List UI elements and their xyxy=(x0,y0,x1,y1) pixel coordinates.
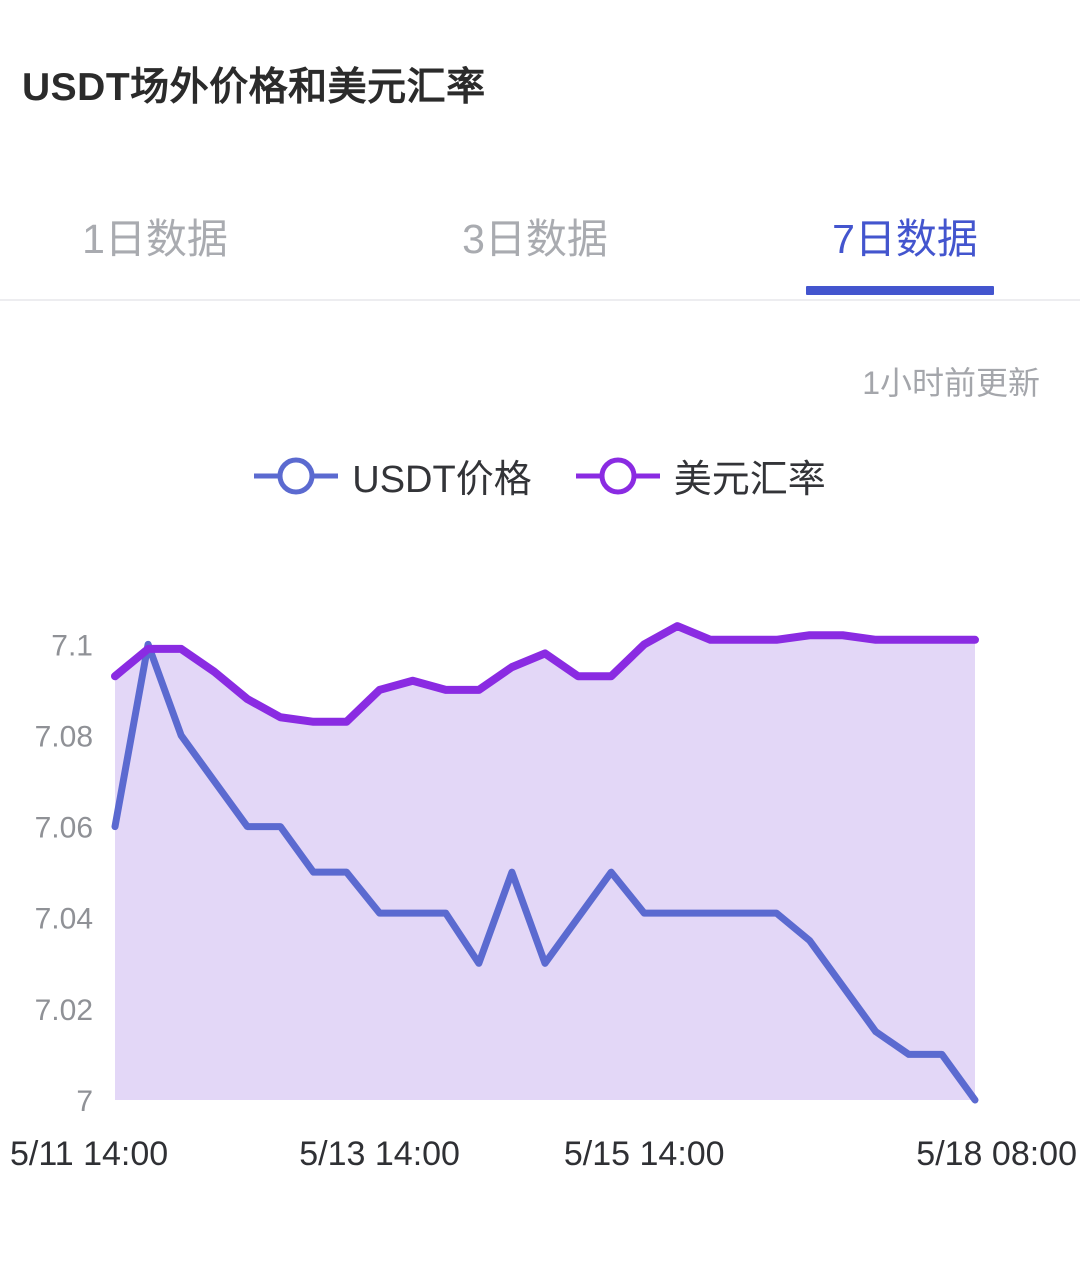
y-axis-tick-label: 7.08 xyxy=(35,720,93,753)
legend-item-fx-rate[interactable]: 美元汇率 xyxy=(575,448,826,503)
chart-series-line-usdt-price xyxy=(111,640,979,1104)
x-axis-tick-label: 5/18 08:00 xyxy=(916,1135,1077,1173)
y-axis-tick-label: 7.1 xyxy=(51,629,93,662)
tab-3-day[interactable]: 3日数据 xyxy=(400,180,670,290)
price-line-chart: 7.1 7.08 7.06 7.04 7.02 7 5/11 14:00 5/13 14:0… xyxy=(10,622,1077,1173)
y-axis-tick-label: 7.04 xyxy=(35,903,93,936)
tab-7-day-label: 7日数据 xyxy=(832,216,978,262)
tab-bar: 1日数据 3日数据 7日数据 xyxy=(0,180,1080,300)
legend-marker-circle-icon xyxy=(575,457,660,494)
tab-1-day[interactable]: 1日数据 xyxy=(20,180,290,290)
tab-7-day[interactable]: 7日数据 xyxy=(770,180,1040,290)
chart-series-line-fx-rate xyxy=(111,622,979,726)
y-axis-tick-label: 7.06 xyxy=(35,812,93,845)
legend-marker-circle-icon xyxy=(254,457,339,494)
legend-item-usdt-price[interactable]: USDT价格 xyxy=(254,448,532,503)
tab-bar-divider xyxy=(0,299,1080,301)
chart-line-layer xyxy=(111,622,979,1104)
x-axis-tick-label: 5/11 14:00 xyxy=(10,1135,168,1173)
chart-x-axis-labels: 5/11 14:00 5/13 14:00 5/15 14:00 5/18 08:00 xyxy=(10,1135,1077,1173)
x-axis-tick-label: 5/15 14:00 xyxy=(564,1135,725,1173)
chart-area-fill xyxy=(115,626,975,1100)
chart-container: 7.1 7.08 7.06 7.04 7.02 7 5/11 14:00 5/13 14:0… xyxy=(0,560,1080,1180)
x-axis-tick-label: 5/13 14:00 xyxy=(299,1135,460,1173)
legend-label-usdt-price: USDT价格 xyxy=(352,459,532,501)
tab-1-day-label: 1日数据 xyxy=(82,216,228,262)
last-updated-text: 1小时前更新 xyxy=(862,365,1040,401)
chart-legend: USDT价格 美元汇率 xyxy=(0,448,1080,503)
legend-label-fx-rate: 美元汇率 xyxy=(673,459,826,501)
chart-area-fill-layer xyxy=(115,626,975,1100)
tab-3-day-label: 3日数据 xyxy=(462,216,608,262)
active-tab-indicator xyxy=(806,286,994,295)
y-axis-tick-label: 7 xyxy=(76,1085,93,1118)
chart-y-axis-labels: 7.1 7.08 7.06 7.04 7.02 7 xyxy=(35,629,93,1118)
y-axis-tick-label: 7.02 xyxy=(35,994,93,1027)
page-title: USDT场外价格和美元汇率 xyxy=(22,66,486,109)
